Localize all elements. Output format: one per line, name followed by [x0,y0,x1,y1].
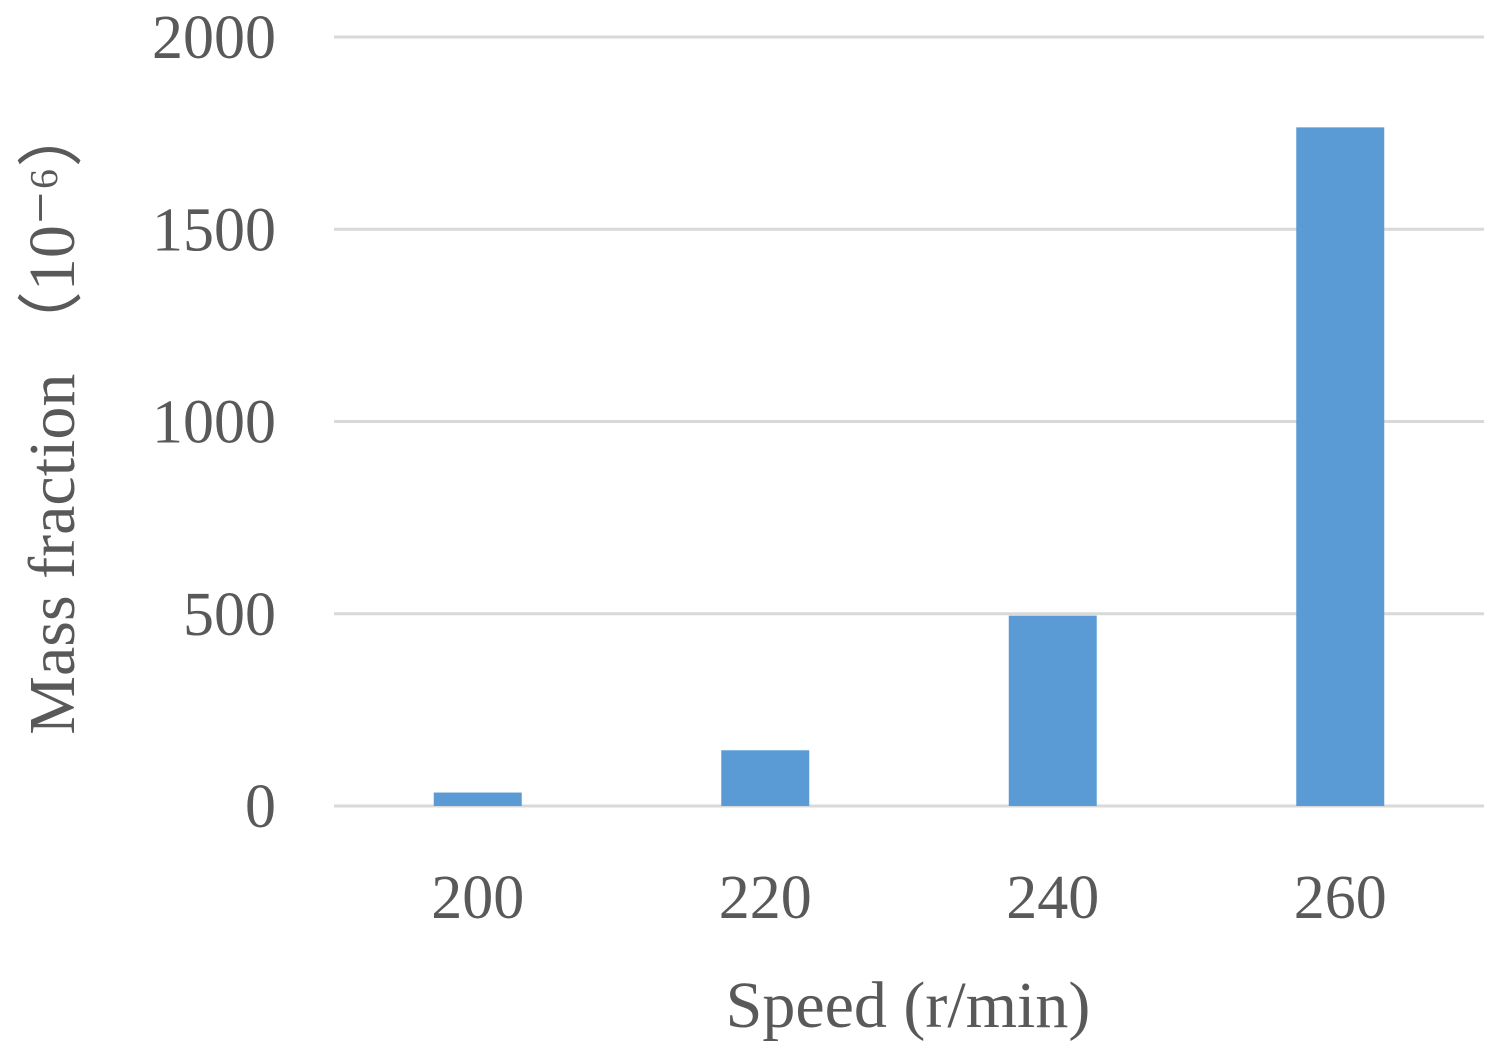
y-tick-label: 1500 [152,196,276,264]
y-tick-label: 2000 [152,4,276,72]
x-axis-ticks: 200 220 240 260 [431,864,1387,932]
bar-200 [433,792,522,806]
bars [433,127,1385,807]
y-tick-label: 1000 [152,389,276,457]
x-tick-label: 260 [1294,864,1387,932]
gridlines [334,35,1484,808]
bar-240 [1008,615,1097,806]
y-tick-label: 500 [183,581,276,649]
y-axis-ticks: 0 500 1000 1500 2000 [152,4,276,841]
y-axis-title: Mass fraction （10⁻⁶） [16,101,89,734]
x-tick-label: 220 [719,864,812,932]
x-axis-title: Speed (r/min) [726,969,1091,1042]
y-tick-label: 0 [245,773,276,841]
x-tick-label: 240 [1006,864,1099,932]
x-tick-label: 200 [431,864,524,932]
bar-220 [721,750,810,806]
bar-260 [1296,127,1385,807]
